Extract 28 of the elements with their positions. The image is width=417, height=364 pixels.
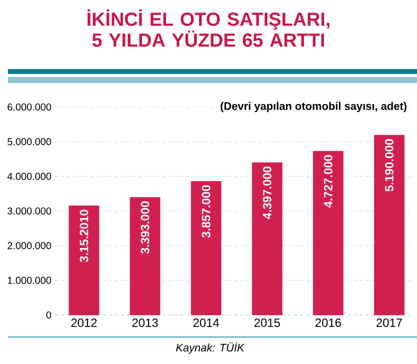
bar [312,150,344,316]
x-tick-label: 2016 [315,318,341,327]
x-tick-label: 2013 [132,318,158,327]
bar [374,134,404,316]
y-tick-label: 0 [46,311,52,319]
x-tick-label: 2012 [71,318,97,327]
x-tick-label: 2014 [193,318,220,327]
data-label: 3.393.000 [140,201,150,254]
y-tick-label: 4.000.000 [7,172,52,180]
chart-subtitle: (Devri yapılan otomobil sayısı, adet) [220,102,406,112]
data-label: 3.857.000 [202,185,210,238]
data-label: 3.15.2010 [80,210,88,262]
text: Kaynak: TÜİK [176,342,245,354]
y-tick-label: 2.000.000 [8,242,52,250]
bar [68,206,100,316]
y-tick-label: 1.000.000 [8,276,52,284]
y-tick-label: 3.000.000 [8,207,52,215]
x-tick-label: 2015 [254,318,280,327]
chart-title: İKİNCİ EL OTO SATIŞLARI, 5 YILDA YÜZDE 65 ARTTI [88,10,330,47]
bar [130,197,160,316]
bar [252,162,282,316]
data-label: 5.190.000 [385,139,394,192]
data-label: 4.397.000 [262,166,272,220]
data-label: 4.727.000 [324,155,332,208]
y-tick-label: 5.000.000 [8,138,52,146]
y-tick-label: 6.000.000 [8,103,52,111]
x-tick-label: 2017 [376,318,402,327]
bar [190,181,222,316]
